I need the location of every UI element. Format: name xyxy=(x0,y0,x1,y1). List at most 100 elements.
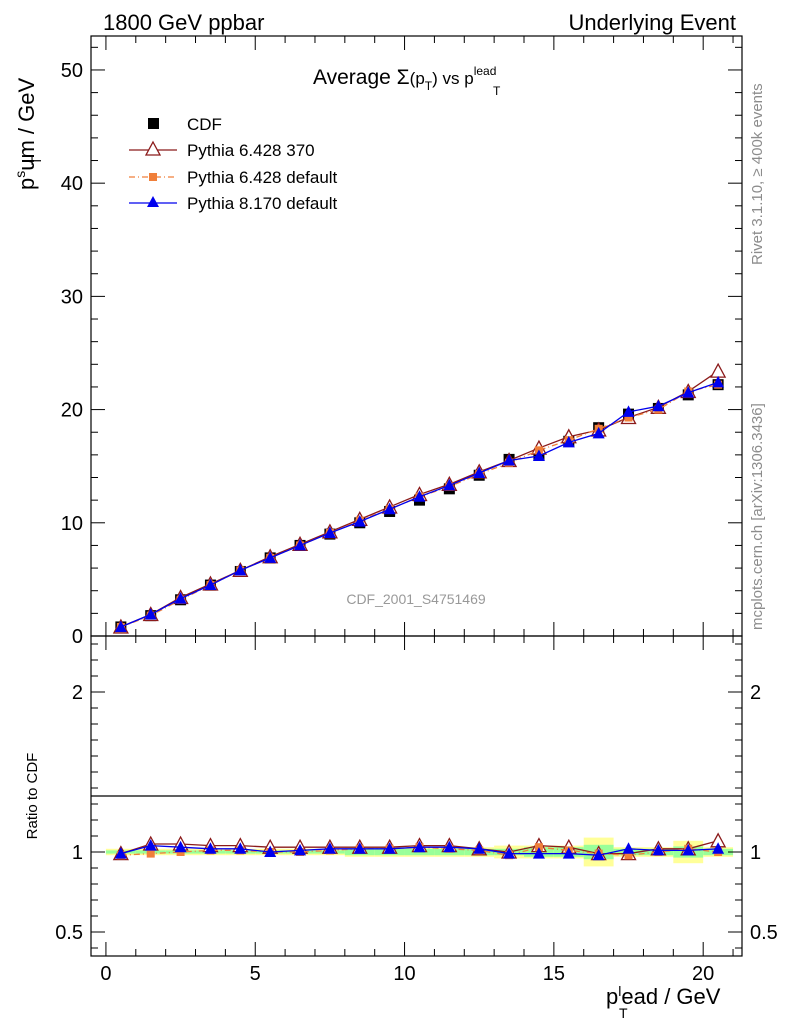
legend-marker-cdf xyxy=(148,118,159,129)
title-vs-sup: lead xyxy=(474,64,497,78)
data-point xyxy=(264,551,277,563)
side-text-rivet: Rivet 3.1.10, ≥ 400k events xyxy=(749,83,766,265)
title-arg-close: ) xyxy=(432,69,438,88)
data-point xyxy=(592,426,605,439)
data-point xyxy=(710,362,727,378)
ratio-series xyxy=(112,832,727,861)
data-point xyxy=(473,466,486,478)
main-ylabel: psum / GeV xyxy=(12,78,39,190)
ratio-data-point xyxy=(682,843,695,856)
legend-marker-p6-370 xyxy=(144,140,162,156)
data-point xyxy=(294,538,307,551)
data-point xyxy=(353,515,366,527)
data-point xyxy=(114,620,127,632)
ratio-frame xyxy=(90,635,743,957)
ratio-ylabel: Ratio to CDF xyxy=(24,753,41,840)
ratio-data-point xyxy=(353,842,366,854)
ratio-ytick-label: 1 xyxy=(72,842,83,864)
ratio-data-point xyxy=(532,847,545,859)
ratio-xtick-label: 10 xyxy=(393,963,415,985)
legend-label-cdf: CDF xyxy=(187,115,222,134)
ratio-ytick-label: 2 xyxy=(72,682,83,704)
title-prefix: Average xyxy=(313,66,397,89)
ratio-data-point xyxy=(383,842,396,854)
analysis-label: CDF_2001_S4751469 xyxy=(346,591,486,607)
ratio-data-point xyxy=(712,842,725,854)
data-point xyxy=(624,413,633,422)
ratio-data-point xyxy=(204,842,217,854)
data-point xyxy=(443,478,456,491)
data-point xyxy=(562,435,575,448)
title-arg-open: (p xyxy=(410,69,425,88)
ratio-ytick-label: 0.5 xyxy=(55,922,83,944)
main-series xyxy=(112,362,727,634)
ratio-xtick-label: 5 xyxy=(250,963,261,985)
ratio-xlabel: plead / GeV xyxy=(606,983,721,1009)
ratio-data-point xyxy=(622,842,635,854)
ratio-data-point xyxy=(413,840,426,853)
main-ylabel-rest: um / GeV xyxy=(14,78,39,171)
ratio-data-point xyxy=(652,843,665,856)
data-point xyxy=(682,386,695,398)
ratio-data-point xyxy=(264,845,277,857)
main-ytick-label: 50 xyxy=(61,60,83,82)
main-ylabel-sub: T xyxy=(28,156,44,165)
data-point xyxy=(622,405,635,417)
ratio-data-point xyxy=(234,842,247,854)
legend-label-p6-default: Pythia 6.428 default xyxy=(187,168,338,187)
data-point xyxy=(234,563,247,576)
title-vs-sub: T xyxy=(493,84,501,98)
main-ytick-label: 40 xyxy=(61,173,83,195)
ratio-data-point xyxy=(294,843,307,856)
main-title: Average Σ(pT) vs plead xyxy=(313,64,496,93)
main-ylabel-base: p xyxy=(14,178,39,190)
title-vs: vs p xyxy=(438,69,474,88)
data-point xyxy=(503,454,516,466)
ratio-series-line xyxy=(120,846,719,856)
header-right: Underlying Event xyxy=(568,10,736,35)
ratio-xtick-label: 0 xyxy=(100,963,111,985)
main-ticks: 0 10 20 30 40 50 xyxy=(61,36,742,648)
ratio-ytick-label-right: 1 xyxy=(750,842,761,864)
ratio-data-point xyxy=(592,848,605,861)
xlabel-rest: ead / GeV xyxy=(621,984,720,1009)
main-ytick-label: 20 xyxy=(61,400,83,422)
data-point xyxy=(383,502,396,515)
legend: CDF Pythia 6.428 370 Pythia 6.428 defaul… xyxy=(129,115,338,213)
ratio-ytick-label-right: 0.5 xyxy=(750,922,778,944)
data-point xyxy=(204,578,217,591)
ratio-data-point xyxy=(146,849,155,858)
ratio-data-point xyxy=(624,851,633,860)
ratio-data-point xyxy=(114,847,127,859)
ratio-data-point xyxy=(473,842,486,854)
ratio-xtick-label: 15 xyxy=(543,963,565,985)
main-ylabel-sup: s xyxy=(12,171,28,178)
ratio-data-point xyxy=(503,847,516,859)
ratio-xtick-label: 20 xyxy=(692,963,714,985)
xlabel-sup: l xyxy=(618,983,621,999)
ratio-ticks: 0.5 0.51 12 20 5 10 15 20 xyxy=(55,636,778,985)
ratio-data-point xyxy=(562,847,575,859)
legend-marker-p8-default xyxy=(147,196,159,207)
title-sigma: Σ xyxy=(397,66,410,89)
header-left: 1800 GeV ppbar xyxy=(103,10,264,35)
data-point xyxy=(712,375,725,388)
ratio-data-point xyxy=(443,840,456,853)
ratio-data-point xyxy=(174,840,187,853)
xlabel-base: p xyxy=(606,984,618,1009)
side-text-mcplots: mcplots.cern.ch [arXiv:1306.3436] xyxy=(749,403,766,630)
ratio-data-point xyxy=(323,842,336,854)
ratio-data-point xyxy=(144,839,157,851)
legend-marker-p6-default xyxy=(149,173,157,181)
main-ytick-label: 30 xyxy=(61,286,83,308)
title-arg-sub: T xyxy=(425,79,433,93)
xlabel-sub: T xyxy=(619,1005,628,1021)
main-ytick-label: 0 xyxy=(72,626,83,648)
ratio-panel: 0.5 0.51 12 20 5 10 15 20 Ratio to CDF plead / … xyxy=(24,635,778,1021)
legend-label-p8-default: Pythia 8.170 default xyxy=(187,194,338,213)
data-point xyxy=(532,449,545,461)
data-point xyxy=(323,526,336,538)
